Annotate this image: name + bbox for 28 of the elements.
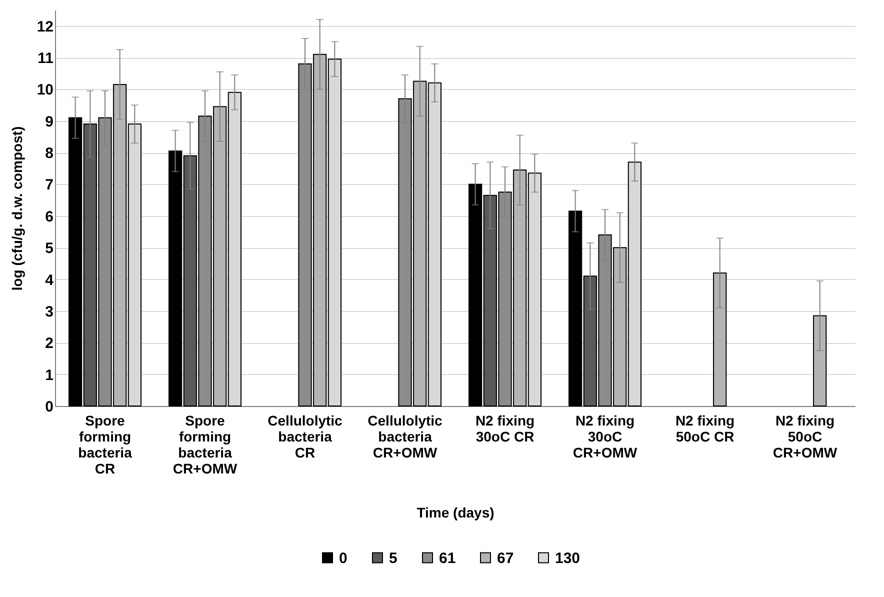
y-tick-label: 10 xyxy=(36,82,54,99)
x-tick-label: N2 fixing 30oC CR xyxy=(475,412,535,444)
y-tick-label: 1 xyxy=(45,366,54,384)
y-tick-label: 2 xyxy=(45,335,54,352)
y-tick-label: 12 xyxy=(36,18,54,36)
y-tick-label: 4 xyxy=(45,272,54,289)
x-axis-title: Time (days) xyxy=(416,504,494,520)
y-tick-label: 7 xyxy=(45,176,54,194)
y-tick-label: 6 xyxy=(45,208,54,226)
x-tick-label: Cellulolytic bacteria CR+OMW xyxy=(368,412,443,460)
legend-label: 130 xyxy=(555,550,580,567)
y-tick-label: 5 xyxy=(45,240,54,258)
y-tick-label: 11 xyxy=(38,50,54,68)
y-tick-label: 8 xyxy=(45,145,54,162)
y-axis-title: log (cfu/g. d.w. compost) xyxy=(8,126,25,291)
x-tick-label: N2 fixing 30oC CR+OMW xyxy=(572,412,638,460)
legend-label: 67 xyxy=(497,550,514,567)
x-tick-label: Cellulolytic bacteria CR xyxy=(268,412,343,460)
y-tick-label: 0 xyxy=(45,398,54,416)
x-tick-label: Spore forming bacteria CR+OMW xyxy=(172,412,238,476)
y-tick-label: 3 xyxy=(45,303,54,320)
legend-label: 0 xyxy=(339,550,348,567)
x-tick-label: N2 fixing 50oC CR+OMW xyxy=(772,412,838,460)
legend-label: 61 xyxy=(439,550,456,567)
x-tick-label: Spore forming bacteria CR xyxy=(78,412,132,476)
x-tick-label: N2 fixing 50oC CR xyxy=(675,412,735,444)
legend-label: 5 xyxy=(389,550,398,567)
y-tick-label: 9 xyxy=(45,113,54,130)
